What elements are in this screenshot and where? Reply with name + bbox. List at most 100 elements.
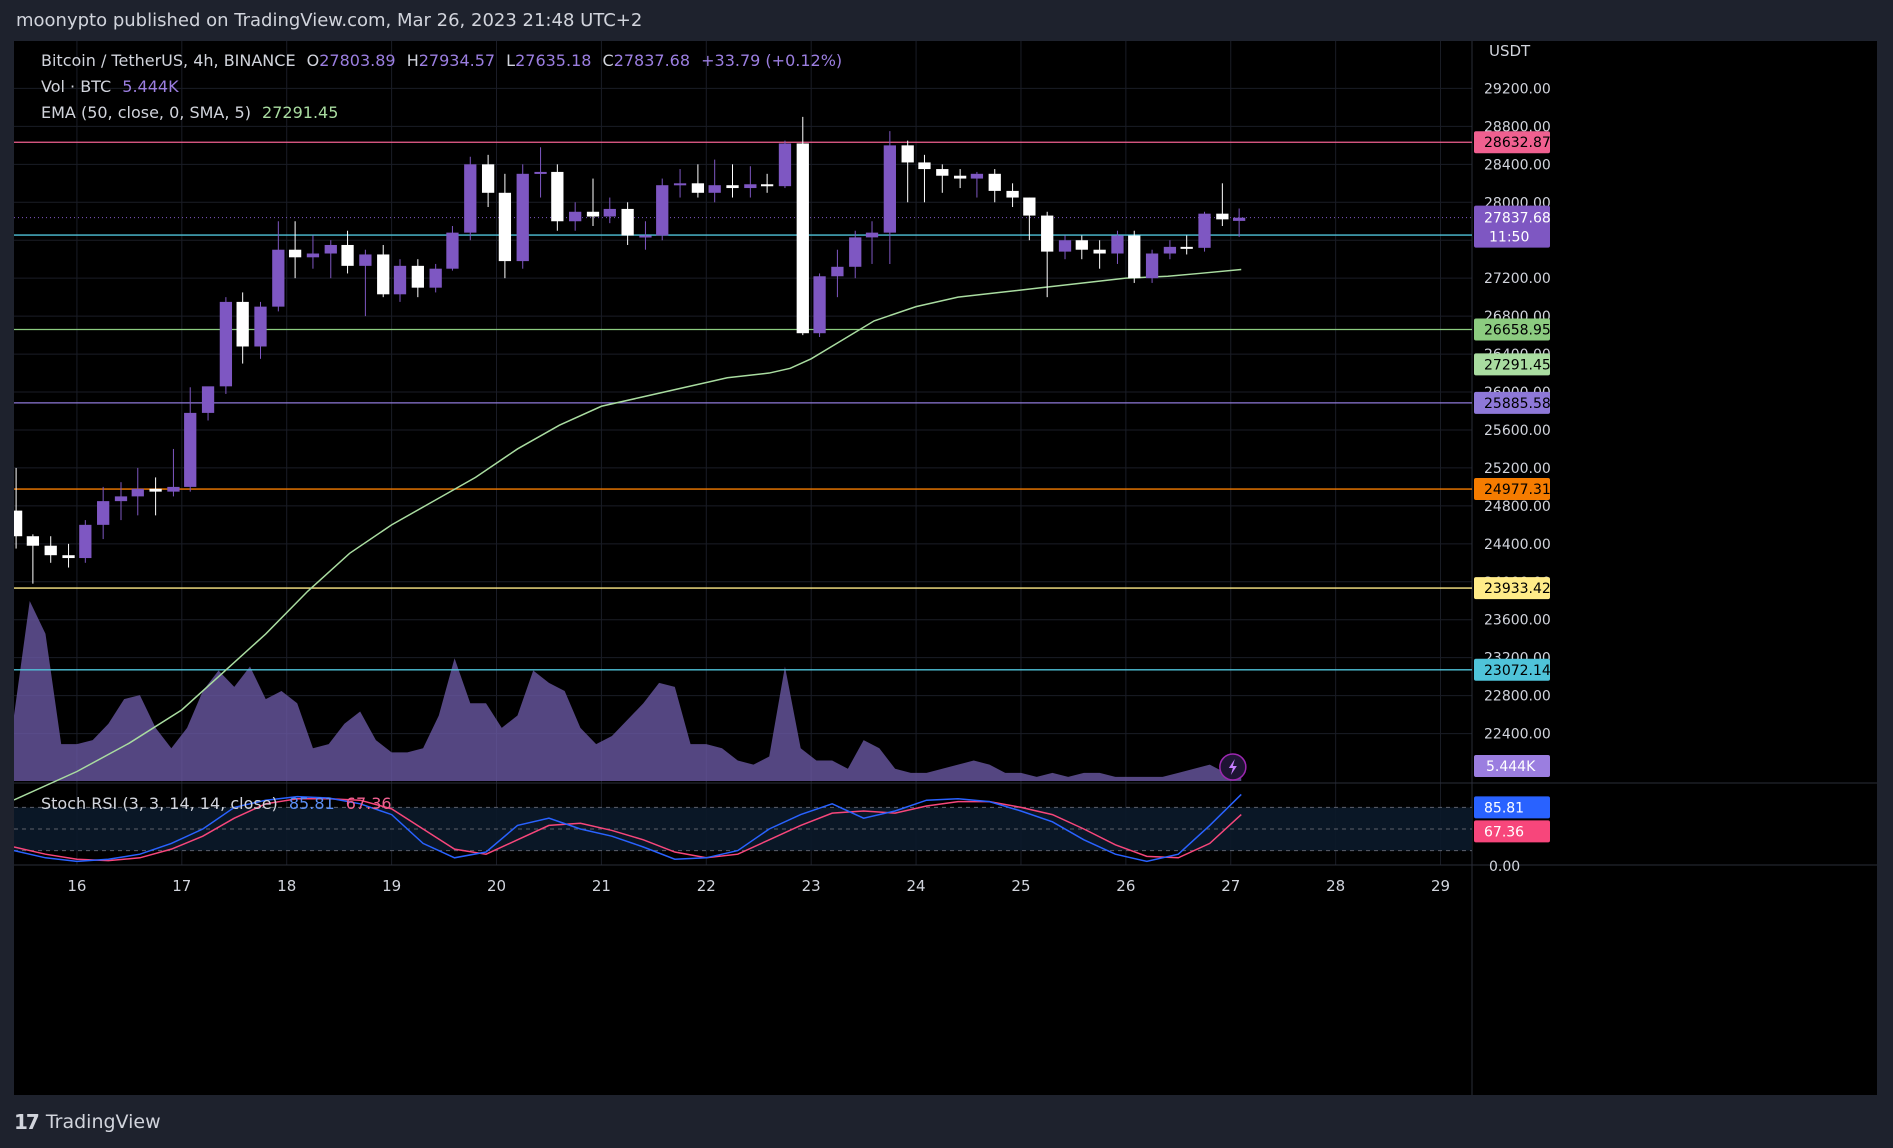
ema-badge-bg (1474, 353, 1550, 376)
price-tick-label: 24800.00 (1484, 499, 1551, 515)
candle-body (149, 488, 162, 492)
candle-body (184, 412, 197, 487)
candle-body (498, 192, 512, 262)
level-badge-bg (1474, 577, 1550, 600)
candle-body (516, 173, 529, 262)
time-tick-label: 20 (487, 877, 506, 895)
candle-body (1058, 240, 1072, 252)
stoch-k-line (14, 793, 1242, 863)
volume-area (14, 601, 1242, 781)
volume-legend: Vol · BTC 5.444K (41, 77, 185, 96)
candle-body (359, 254, 372, 266)
candle-body (1006, 190, 1019, 198)
price-tick-label: 28400.00 (1484, 157, 1551, 173)
countdown-badge: 11:50 (1489, 230, 1529, 246)
time-tick-label: 16 (67, 877, 86, 895)
low-label: L (506, 51, 516, 70)
time-tick-label: 24 (907, 877, 926, 895)
candle-body (936, 169, 949, 176)
last-price-badge-bg (1474, 205, 1550, 248)
stoch-label[interactable]: Stoch RSI (3, 3, 14, 14, close) (41, 794, 278, 813)
ema-label[interactable]: EMA (50, close, 0, SMA, 5) (41, 103, 251, 122)
time-tick-label: 23 (802, 877, 821, 895)
candle-body (569, 211, 582, 222)
close-value: 27837.68 (613, 51, 691, 70)
candle-body (254, 306, 267, 347)
stoch-d-badge-bg (1474, 820, 1550, 843)
level-badge-bg (1474, 131, 1550, 154)
candle-body (849, 237, 862, 267)
candle-body (621, 208, 634, 236)
candle-body (603, 208, 616, 217)
footer-brand[interactable]: 17 TradingView (14, 1110, 161, 1134)
time-tick-label: 27 (1221, 877, 1240, 895)
candle-body (393, 265, 407, 295)
last-price-badge: 27837.68 (1484, 211, 1551, 227)
time-tick-label: 19 (382, 877, 401, 895)
ema-value: 27291.45 (262, 103, 339, 122)
candle-body (411, 265, 424, 288)
candle-body (131, 488, 144, 497)
time-tick-label: 28 (1326, 877, 1345, 895)
chart-canvas[interactable]: USDT22400.0022800.0023200.0023600.002400… (14, 41, 1877, 1095)
stoch-tick-label: 0.00 (1489, 859, 1520, 875)
candle-body (201, 386, 215, 413)
stoch-k-badge: 85.81 (1484, 800, 1524, 816)
time-tick-label: 18 (277, 877, 296, 895)
open-value: 27803.89 (319, 51, 396, 70)
price-tick-label: 22400.00 (1484, 727, 1551, 743)
candle-body (26, 536, 40, 546)
lightning-bolt-icon (1228, 759, 1237, 775)
candle-body (813, 276, 826, 334)
candle-body (639, 235, 652, 238)
time-tick-label: 29 (1431, 877, 1450, 895)
candle-body (1128, 235, 1141, 279)
candle-body (79, 524, 92, 559)
candle-body (44, 545, 57, 556)
level-badge: 24977.31 (1484, 482, 1551, 498)
symbol-legend: Bitcoin / TetherUS, 4h, BINANCE O27803.8… (41, 51, 848, 70)
level-badge-bg (1474, 658, 1550, 681)
price-tick-label: 25600.00 (1484, 423, 1551, 439)
ema-line (14, 268, 1242, 801)
candle-body (1041, 215, 1054, 252)
symbol-name[interactable]: Bitcoin / TetherUS, 4h, BINANCE (41, 51, 296, 70)
level-badge-bg (1474, 391, 1550, 414)
candle-body (1216, 213, 1229, 220)
brand-name: TradingView (45, 1111, 161, 1133)
open-label: O (306, 51, 320, 70)
candle-body (865, 232, 879, 238)
candle-body (744, 184, 757, 189)
candle-body (288, 249, 302, 258)
volume-value: 5.444K (122, 77, 179, 96)
ema-legend: EMA (50, close, 0, SMA, 5) 27291.45 (41, 103, 344, 122)
time-tick-label: 22 (697, 877, 716, 895)
time-tick-label: 21 (592, 877, 611, 895)
candle-body (464, 164, 477, 233)
stoch-k-badge-bg (1474, 796, 1550, 819)
level-badge-bg (1474, 478, 1550, 501)
high-value: 27934.57 (418, 51, 496, 70)
price-tick-label: 22800.00 (1484, 689, 1551, 705)
candle-body (429, 268, 442, 288)
price-tick-label: 25200.00 (1484, 461, 1551, 477)
candle-body (901, 145, 914, 163)
price-tick-label: 24400.00 (1484, 537, 1551, 553)
candle-body (14, 510, 23, 537)
time-tick-label: 26 (1116, 877, 1135, 895)
candle-body (778, 143, 792, 187)
ema-badge: 27291.45 (1484, 357, 1551, 373)
candle-body (673, 183, 687, 186)
candle-body (534, 171, 547, 174)
volume-label[interactable]: Vol · BTC (41, 77, 112, 96)
time-tick-label: 25 (1011, 877, 1030, 895)
candle-body (324, 244, 337, 254)
candle-body (236, 301, 249, 347)
stoch-legend: Stoch RSI (3, 3, 14, 14, close) 85.81 67… (41, 794, 398, 813)
price-tick-label: 29200.00 (1484, 81, 1551, 97)
candle-body (62, 555, 75, 559)
candle-body (1233, 217, 1246, 221)
candle-body (306, 253, 320, 258)
candle-body (1198, 213, 1211, 248)
currency-label: USDT (1489, 42, 1531, 60)
